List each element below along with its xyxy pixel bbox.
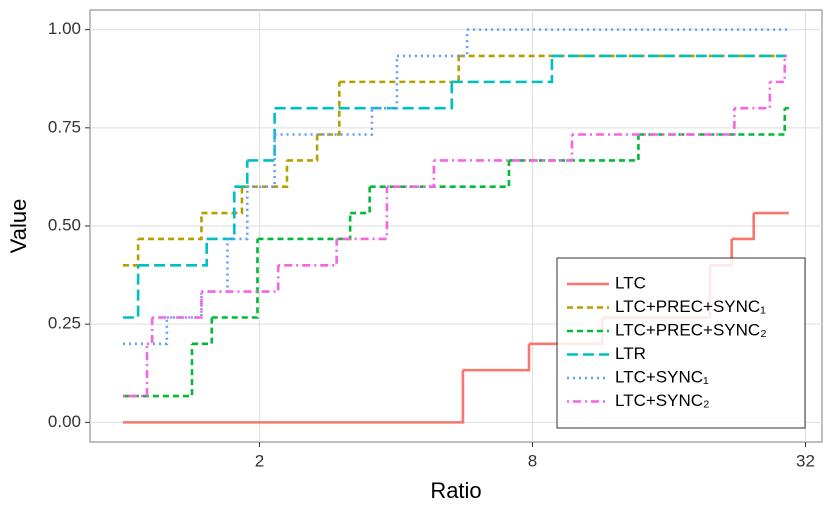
y-tick-label: 1.00 [48,19,81,38]
step-segment [286,134,319,162]
step-segment [138,213,203,241]
x-tick-label: 8 [528,451,537,470]
step-segment [371,55,399,110]
step-segment [206,186,236,241]
y-tick-label: 0.25 [48,314,81,333]
step-segment [278,238,338,267]
legend-label: LTC+SYNC₁ [615,367,709,386]
legend-box [556,257,806,429]
legend: LTC LTC+PREC+SYNC₁ LTC+PREC+SYNC₂ LTR LTC+SY… [556,257,806,429]
x-tick-label: 2 [255,451,264,470]
step-segment [122,343,194,398]
step-segment [201,265,280,293]
step-segment [241,160,289,189]
step-segment [451,55,554,84]
x-axis-title: Ratio [430,478,481,503]
legend-label: LTC+PREC+SYNC₂ [615,320,767,339]
step-segment [734,81,772,110]
step-segment [147,317,154,346]
step-segment [152,291,203,319]
step-segment [234,160,249,189]
step-segment [274,108,374,136]
step-segment [462,343,531,372]
x-tick-label: 32 [796,451,815,470]
legend-label: LTC+SYNC₂ [615,391,710,410]
y-axis-title: Value [6,199,31,254]
plot-lines [122,28,789,424]
y-tick-label: 0.00 [48,412,81,431]
step-segment [317,81,341,136]
step-segment [731,213,755,241]
step-segment [227,186,249,241]
step-segment [572,108,736,136]
step-segment [201,186,244,215]
step-segment [274,81,454,110]
step-segment [122,343,149,398]
step-segment [638,108,787,136]
step-segment [247,108,276,162]
step-segment [122,317,169,346]
step-segment [122,370,465,424]
legend-label: LTC [615,273,646,292]
step-segment [386,160,436,189]
step-segment [122,265,140,319]
step-segment [138,238,208,267]
y-tick-label: 0.75 [48,117,81,136]
legend-label: LTR [615,344,646,363]
legend-label: LTC+PREC+SYNC₁ [615,297,766,316]
step-segment [336,186,389,241]
y-tick-label: 0.50 [48,215,81,234]
step-segment [433,134,574,162]
step-segment [211,238,259,319]
